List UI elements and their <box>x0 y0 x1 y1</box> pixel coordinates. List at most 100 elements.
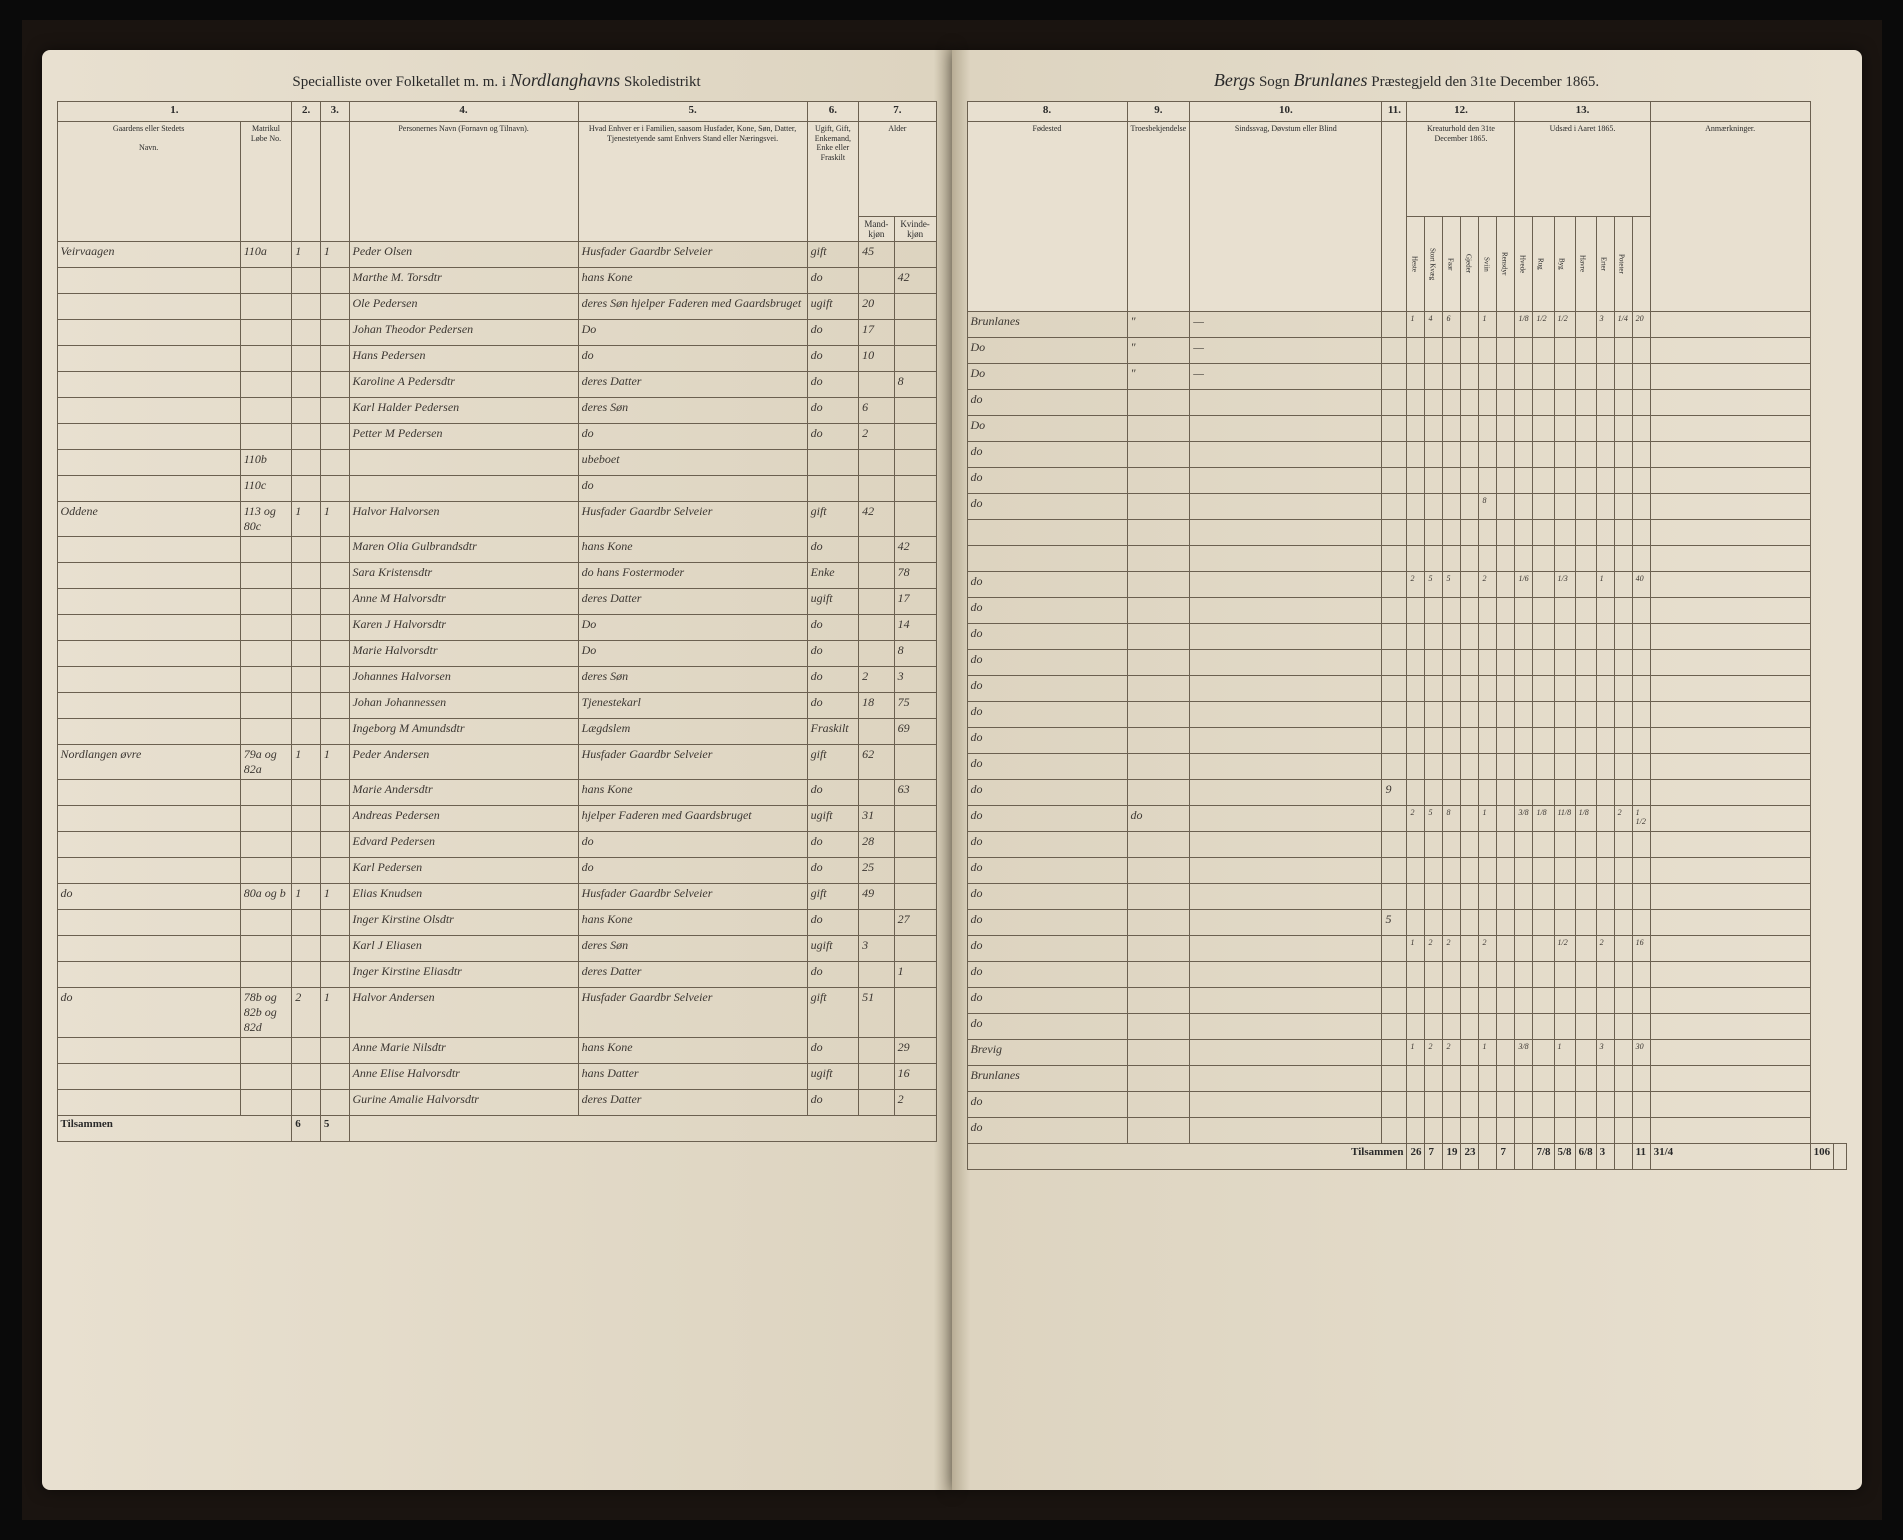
cell: do <box>967 676 1127 702</box>
cell <box>320 832 349 858</box>
footer-crop-cell: 106 <box>1810 1144 1834 1170</box>
cell <box>1127 676 1190 702</box>
cell <box>320 780 349 806</box>
livestock-cell <box>1461 988 1479 1014</box>
cell <box>57 780 240 806</box>
crop-cell <box>1614 910 1632 936</box>
col-number-row-r: 8. 9. 10. 11. 12. 13. <box>967 102 1846 122</box>
cell <box>320 667 349 693</box>
cell <box>349 450 578 476</box>
col-number-row: 1. 2. 3. 4. 5. 6. 7. <box>57 102 936 122</box>
cell <box>1190 1118 1382 1144</box>
cell <box>1127 650 1190 676</box>
cell <box>240 563 292 589</box>
cell: Andreas Pedersen <box>349 806 578 832</box>
livestock-col: Heste <box>1407 217 1425 312</box>
h-house <box>292 122 321 242</box>
livestock-cell <box>1443 962 1461 988</box>
cell: gift <box>807 745 859 780</box>
livestock-cell <box>1407 494 1425 520</box>
cell <box>292 780 321 806</box>
cell <box>859 563 895 589</box>
cell: Husfader Gaardbr Selveier <box>578 502 807 537</box>
table-row: do8 <box>967 494 1846 520</box>
cell: Fraskilt <box>807 719 859 745</box>
livestock-cell <box>1497 754 1515 780</box>
livestock-cell <box>1497 1066 1515 1092</box>
cell <box>1382 338 1407 364</box>
livestock-cell <box>1497 364 1515 390</box>
cell: Do <box>967 338 1127 364</box>
livestock-cell <box>1407 702 1425 728</box>
crop-cell <box>1515 494 1533 520</box>
livestock-cell <box>1461 858 1479 884</box>
cell: ugift <box>807 294 859 320</box>
crop-cell <box>1533 546 1554 572</box>
table-row: Karoline A Pedersdtrderes Datterdo8 <box>57 372 936 398</box>
cell <box>57 719 240 745</box>
cell <box>57 641 240 667</box>
livestock-cell <box>1425 1092 1443 1118</box>
crop-cell <box>1533 624 1554 650</box>
livestock-cell <box>1407 468 1425 494</box>
footer-notes <box>1834 1144 1846 1170</box>
cell <box>1127 598 1190 624</box>
livestock-cell <box>1425 416 1443 442</box>
livestock-cell <box>1479 416 1497 442</box>
cell <box>859 615 895 641</box>
crop-cell: 1/4 <box>1614 312 1632 338</box>
livestock-cell <box>1407 442 1425 468</box>
cell <box>859 719 895 745</box>
right-table-body: Brunlanes"—14611/81/21/231/420Do"—Do"—do… <box>967 312 1846 1144</box>
livestock-cell <box>1407 676 1425 702</box>
cell: Johan Theodor Pedersen <box>349 320 578 346</box>
notes-cell <box>1650 364 1810 390</box>
crop-cell <box>1533 1040 1554 1066</box>
livestock-cell <box>1443 1118 1461 1144</box>
h-age: Alder <box>859 122 936 217</box>
crop-cell <box>1614 546 1632 572</box>
livestock-cell <box>1461 962 1479 988</box>
livestock-cell <box>1479 858 1497 884</box>
livestock-cell: 1 <box>1407 936 1425 962</box>
table-row: Marthe M. Torsdtrhans Konedo42 <box>57 268 936 294</box>
cell <box>57 476 240 502</box>
notes-cell <box>1650 546 1810 572</box>
livestock-cell <box>1443 494 1461 520</box>
livestock-cell <box>1443 624 1461 650</box>
livestock-cell <box>1479 676 1497 702</box>
crop-cell <box>1614 754 1632 780</box>
crop-cell <box>1596 468 1614 494</box>
table-row: Ole Pedersenderes Søn hjelper Faderen me… <box>57 294 936 320</box>
cell <box>1190 728 1382 754</box>
cell: 10 <box>859 346 895 372</box>
crop-cell <box>1515 988 1533 1014</box>
table-row: Do"— <box>967 338 1846 364</box>
cell: Anne Elise Halvorsdtr <box>349 1064 578 1090</box>
livestock-cell <box>1461 1066 1479 1092</box>
cell: do <box>967 858 1127 884</box>
cell <box>57 398 240 424</box>
cell: Elias Knudsen <box>349 884 578 910</box>
cell <box>292 372 321 398</box>
cell: Brunlanes <box>967 312 1127 338</box>
cell <box>320 962 349 988</box>
cell: do <box>967 962 1127 988</box>
cell: 1 <box>894 962 936 988</box>
cell <box>240 268 292 294</box>
livestock-cell <box>1461 832 1479 858</box>
crop-cell <box>1596 884 1614 910</box>
crop-cell <box>1632 1066 1650 1092</box>
right-page: Bergs Sogn Brunlanes Præstegjeld den 31t… <box>952 50 1862 1490</box>
cell <box>292 1038 321 1064</box>
crop-cell <box>1632 962 1650 988</box>
table-row: Inger Kirstine Eliasdtrderes Datterdo1 <box>57 962 936 988</box>
livestock-cell <box>1425 650 1443 676</box>
cell: do <box>967 936 1127 962</box>
crop-cell: 1/8 <box>1575 806 1596 832</box>
cell: 1 <box>320 242 349 268</box>
cell <box>1127 416 1190 442</box>
crop-cell <box>1554 754 1575 780</box>
cell: do <box>967 728 1127 754</box>
cell <box>1127 962 1190 988</box>
